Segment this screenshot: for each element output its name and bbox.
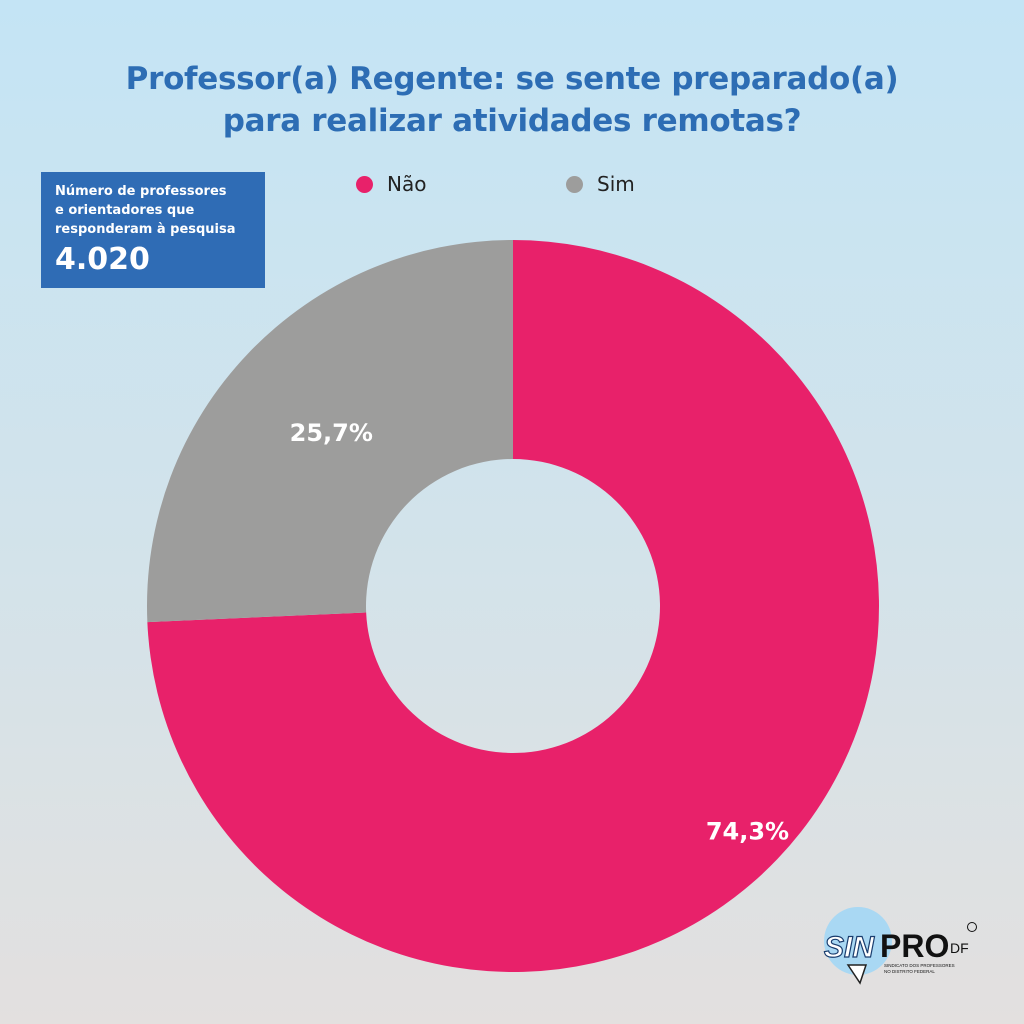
chart-title: Professor(a) Regente: se sente preparado… (0, 58, 1024, 142)
legend-swatch-sim (566, 175, 583, 193)
legend-label-sim: Sim (597, 172, 635, 196)
svg-text:NO DISTRITO FEDERAL: NO DISTRITO FEDERAL (884, 969, 935, 974)
svg-text:PRO: PRO (880, 928, 949, 964)
title-line-2: para realizar atividades remotas? (222, 103, 802, 139)
respondents-box: Número de professores e orientadores que… (41, 172, 265, 288)
legend-item-nao: Não (356, 172, 566, 196)
slice-nao (147, 240, 879, 972)
data-label-sim: 25,7% (290, 419, 373, 447)
respondents-label: Número de professores e orientadores que… (55, 182, 236, 239)
title-line-1: Professor(a) Regente: se sente preparado… (125, 61, 899, 97)
respondents-label-line: responderam à pesquisa (55, 222, 236, 237)
legend-label-nao: Não (387, 172, 427, 196)
svg-text:DF: DF (950, 940, 969, 956)
slice-sim (147, 240, 513, 623)
svg-text:SIN: SIN (824, 931, 875, 964)
legend-item-sim: Sim (566, 172, 776, 196)
legend-swatch-nao (356, 175, 373, 193)
data-label-nao: 74,3% (706, 817, 789, 845)
respondents-count: 4.020 (55, 242, 150, 277)
svg-text:SINDICATO DOS PROFESSORES: SINDICATO DOS PROFESSORES (884, 963, 955, 968)
respondents-label-line: Número de professores (55, 184, 227, 199)
legend: Não Sim (356, 172, 776, 196)
sinpro-logo: SIN PRO DF SINDICATO DOS PROFESSORES NO … (823, 907, 977, 985)
respondents-label-line: e orientadores que (55, 203, 195, 218)
